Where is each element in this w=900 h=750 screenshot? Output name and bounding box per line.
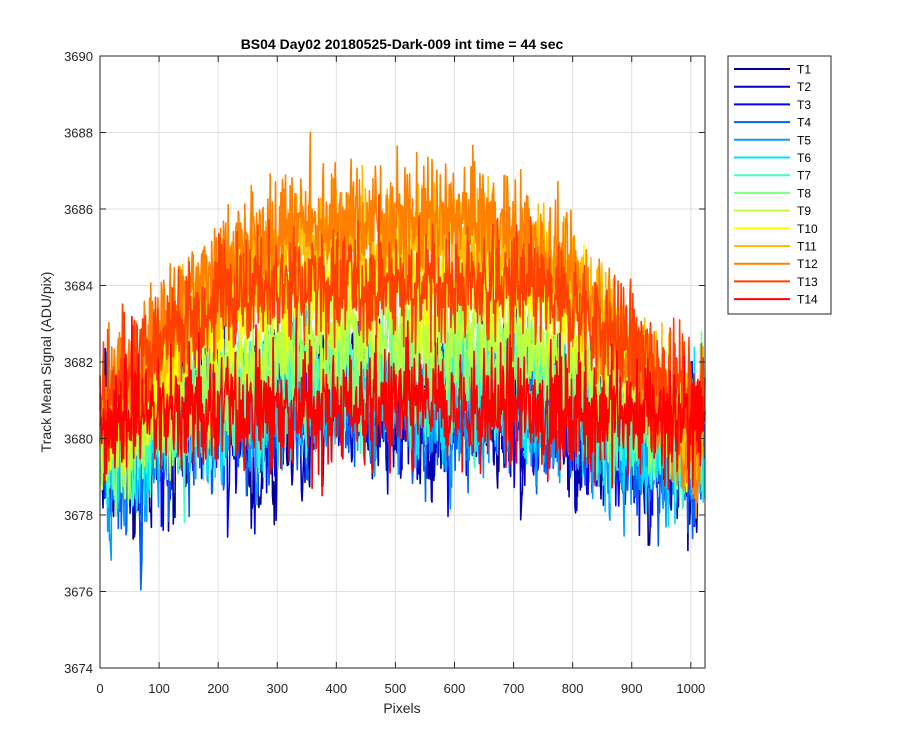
legend: T1 T2 T3 T4 T5 T6 T7 T8 T9 T10 T11 T12 T13 T14: [727, 55, 832, 315]
y-tick-label: 3686: [64, 202, 93, 217]
y-tick-label: 3688: [64, 126, 93, 141]
legend-label-t13: T13: [797, 275, 818, 289]
legend-label-t5: T5: [797, 133, 811, 147]
x-axis-label: Pixels: [383, 700, 420, 716]
x-tick-label: 700: [503, 681, 525, 696]
x-tick-labels: 0 100 200 300 400 500 600 700 800 900 1000: [96, 681, 705, 696]
y-tick-labels: 3674 3676 3678 3680 3682 3684 3686 3688 3690: [64, 49, 93, 676]
legend-box: [727, 55, 832, 315]
y-tick-label: 3674: [64, 661, 93, 676]
legend-label-t7: T7: [797, 169, 811, 183]
series-lines: [99, 131, 706, 591]
chart-title: BS04 Day02 20180525-Dark-009 int time = …: [241, 36, 564, 52]
legend-label-t12: T12: [797, 257, 818, 271]
legend-label-t6: T6: [797, 151, 811, 165]
x-tick-label: 300: [266, 681, 288, 696]
y-tick-label: 3676: [64, 585, 93, 600]
legend-label-t9: T9: [797, 204, 811, 218]
x-tick-label: 200: [207, 681, 229, 696]
legend-label-t11: T11: [797, 240, 817, 254]
x-tick-label: 600: [444, 681, 466, 696]
series-line-t14: [99, 315, 706, 497]
y-tick-label: 3680: [64, 432, 93, 447]
legend-label-t8: T8: [797, 186, 811, 200]
legend-label-t10: T10: [797, 222, 818, 236]
legend-label-t4: T4: [797, 116, 811, 130]
x-tick-label: 1000: [676, 681, 705, 696]
legend-label-t1: T1: [797, 63, 811, 77]
y-tick-label: 3684: [64, 279, 93, 294]
legend-label-t2: T2: [797, 80, 811, 94]
legend-label-t3: T3: [797, 98, 811, 112]
y-tick-label: 3682: [64, 355, 93, 370]
legend-label-t14: T14: [797, 293, 818, 307]
y-tick-label: 3690: [64, 49, 93, 64]
y-axis-label: Track Mean Signal (ADU/pix): [38, 272, 54, 453]
x-tick-label: 0: [96, 681, 103, 696]
y-tick-label: 3678: [64, 508, 93, 523]
x-tick-label: 800: [562, 681, 584, 696]
x-tick-label: 400: [325, 681, 347, 696]
x-tick-label: 500: [385, 681, 407, 696]
series-line-t13: [99, 194, 706, 462]
legend-entries: T1 T2 T3 T4 T5 T6 T7 T8 T9 T10 T11 T12 T13 T14: [734, 63, 818, 307]
x-tick-label: 100: [148, 681, 170, 696]
x-tick-label: 900: [621, 681, 643, 696]
axis-ticks: [99, 55, 705, 669]
